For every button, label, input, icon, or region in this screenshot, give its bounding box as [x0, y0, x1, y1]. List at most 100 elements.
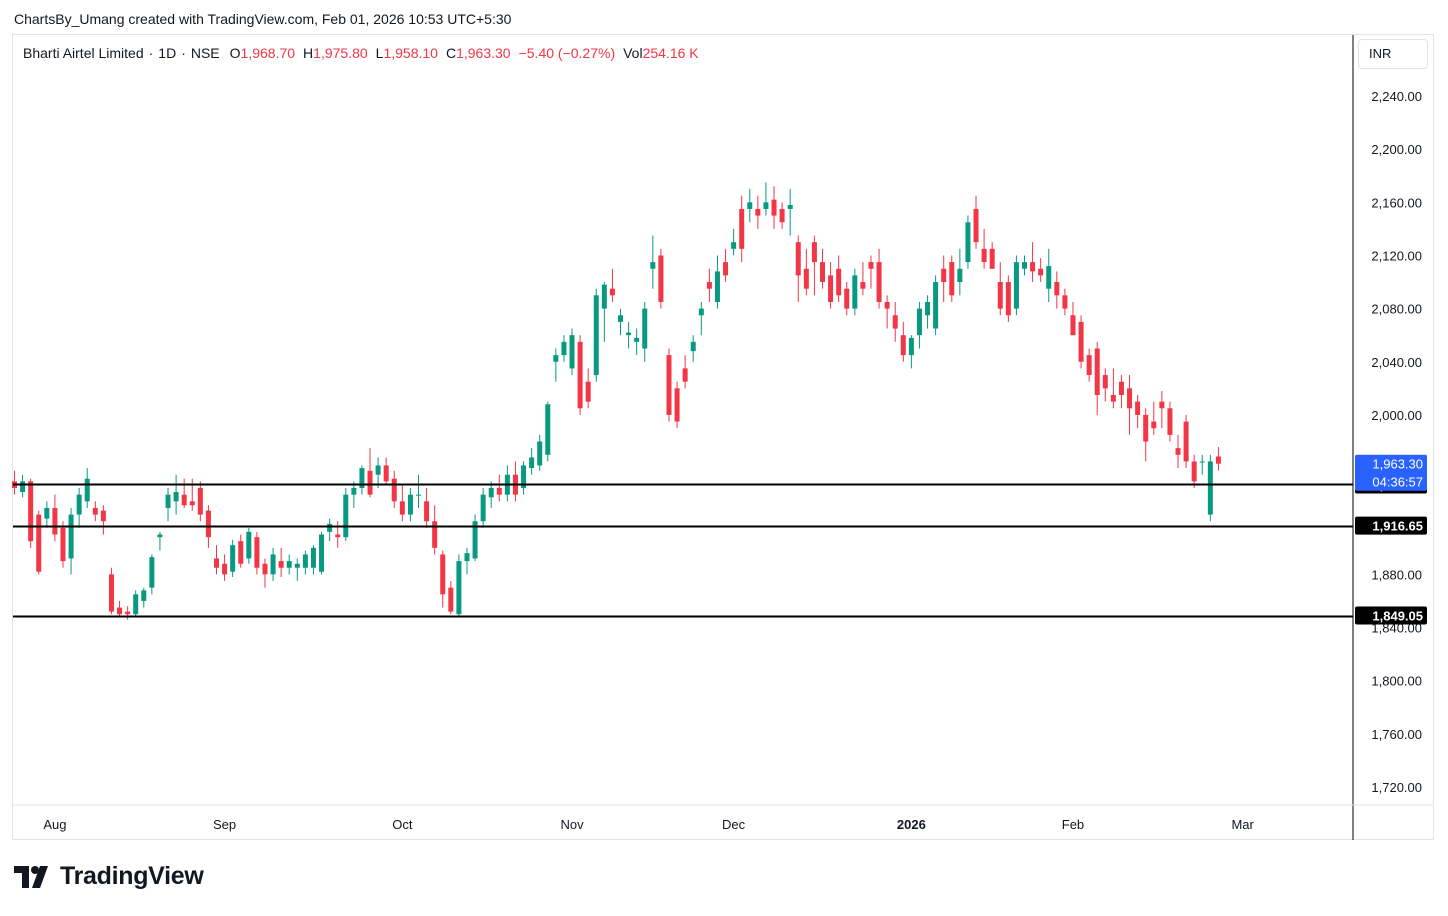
candle-body [496, 488, 502, 495]
candle-body [1175, 448, 1181, 455]
candle-body [302, 554, 308, 568]
candle [496, 474, 502, 502]
candle-body [36, 514, 42, 572]
candle-body [205, 510, 211, 538]
candle-body [545, 404, 551, 455]
candle-body [933, 282, 939, 329]
candle-body [997, 282, 1003, 309]
legend-volume-label: Vol [623, 45, 643, 61]
candle [1135, 394, 1141, 429]
symbol-legend: Bharti Airtel Limited · 1D · NSE O1,968.70 H1,… [23, 45, 699, 61]
candle-body [585, 381, 591, 402]
candle-body [577, 341, 583, 409]
time-axis-tick-label: Dec [722, 817, 746, 832]
candle-body [278, 561, 284, 568]
candle-body [529, 457, 535, 469]
candle-body [1199, 461, 1205, 463]
candle [1167, 401, 1173, 442]
candle [852, 268, 858, 316]
candle-body [246, 531, 252, 559]
candle-body [1215, 456, 1221, 464]
candle-body [537, 441, 543, 466]
candle [28, 478, 34, 548]
candle-body [626, 332, 632, 336]
tradingview-logo-text: TradingView [60, 862, 204, 890]
candle [795, 235, 801, 302]
candle-body [262, 563, 268, 575]
candle [480, 488, 486, 528]
candle [957, 248, 963, 296]
candle [270, 547, 276, 582]
candle-body [642, 308, 648, 349]
candle-body [868, 262, 874, 269]
candle [545, 401, 551, 462]
candle [472, 514, 478, 562]
legend-low-value: 1,958.10 [383, 45, 438, 61]
level-price-tag: 1,916.65 [1355, 516, 1427, 535]
candle [585, 368, 591, 409]
candle [359, 465, 365, 495]
candle-body [981, 248, 987, 263]
candle-body [335, 534, 341, 538]
candle [367, 448, 373, 498]
level-price-tag-label: 1,849.05 [1372, 609, 1423, 624]
currency-selector[interactable]: INR [1358, 39, 1428, 69]
candle [739, 195, 745, 263]
candle [294, 558, 300, 582]
candle [1183, 414, 1189, 469]
legend-close-value: 1,963.30 [456, 45, 511, 61]
candle-body [1005, 282, 1011, 316]
candle [456, 554, 462, 617]
candle [44, 501, 50, 528]
candle [1143, 408, 1149, 462]
candle [626, 321, 632, 349]
candle-body [92, 507, 98, 515]
chart-author-line: ChartsBy_Umang created with TradingView.… [14, 11, 512, 27]
candle-body [1038, 268, 1044, 276]
candle [1118, 375, 1124, 409]
price-axis-tick-label: 1,880.00 [1371, 567, 1422, 582]
price-axis-tick-label: 2,120.00 [1371, 248, 1422, 263]
candle-body [68, 514, 74, 559]
candle-body [60, 527, 66, 562]
candle [682, 355, 688, 389]
time-axis-tick-label: 2026 [897, 817, 926, 832]
candle [997, 262, 1003, 316]
time-axis-tick-label: Aug [43, 817, 66, 832]
candle [432, 505, 438, 555]
candle [690, 335, 696, 362]
candle-body [399, 501, 405, 515]
candle-body [367, 470, 373, 495]
candle [916, 301, 922, 349]
candle [222, 554, 228, 582]
candle [68, 507, 74, 575]
legend-volume-value: 254.16 K [642, 45, 699, 61]
candle-body [383, 465, 389, 482]
candle [343, 488, 349, 542]
candle [1086, 348, 1092, 382]
candle [593, 288, 599, 382]
candle-body [84, 478, 90, 502]
candle-body [1110, 394, 1116, 402]
legend-high-label: H [303, 45, 314, 61]
candle [529, 448, 535, 475]
candle-body [1118, 381, 1124, 395]
candle [803, 248, 809, 296]
candle [108, 567, 114, 615]
candle [618, 308, 623, 336]
candle [165, 488, 171, 522]
candle [1005, 275, 1011, 322]
candle-body [763, 202, 769, 209]
candle [755, 195, 761, 229]
candle-body [1078, 321, 1084, 362]
candle-body [803, 268, 809, 289]
candle [609, 268, 615, 302]
candle [1062, 288, 1068, 316]
candle [537, 434, 543, 471]
candle-body [181, 494, 187, 506]
candle [230, 539, 236, 578]
candle [197, 481, 203, 522]
candle [399, 484, 405, 522]
price-axis-tick-label: 2,160.00 [1371, 195, 1422, 210]
